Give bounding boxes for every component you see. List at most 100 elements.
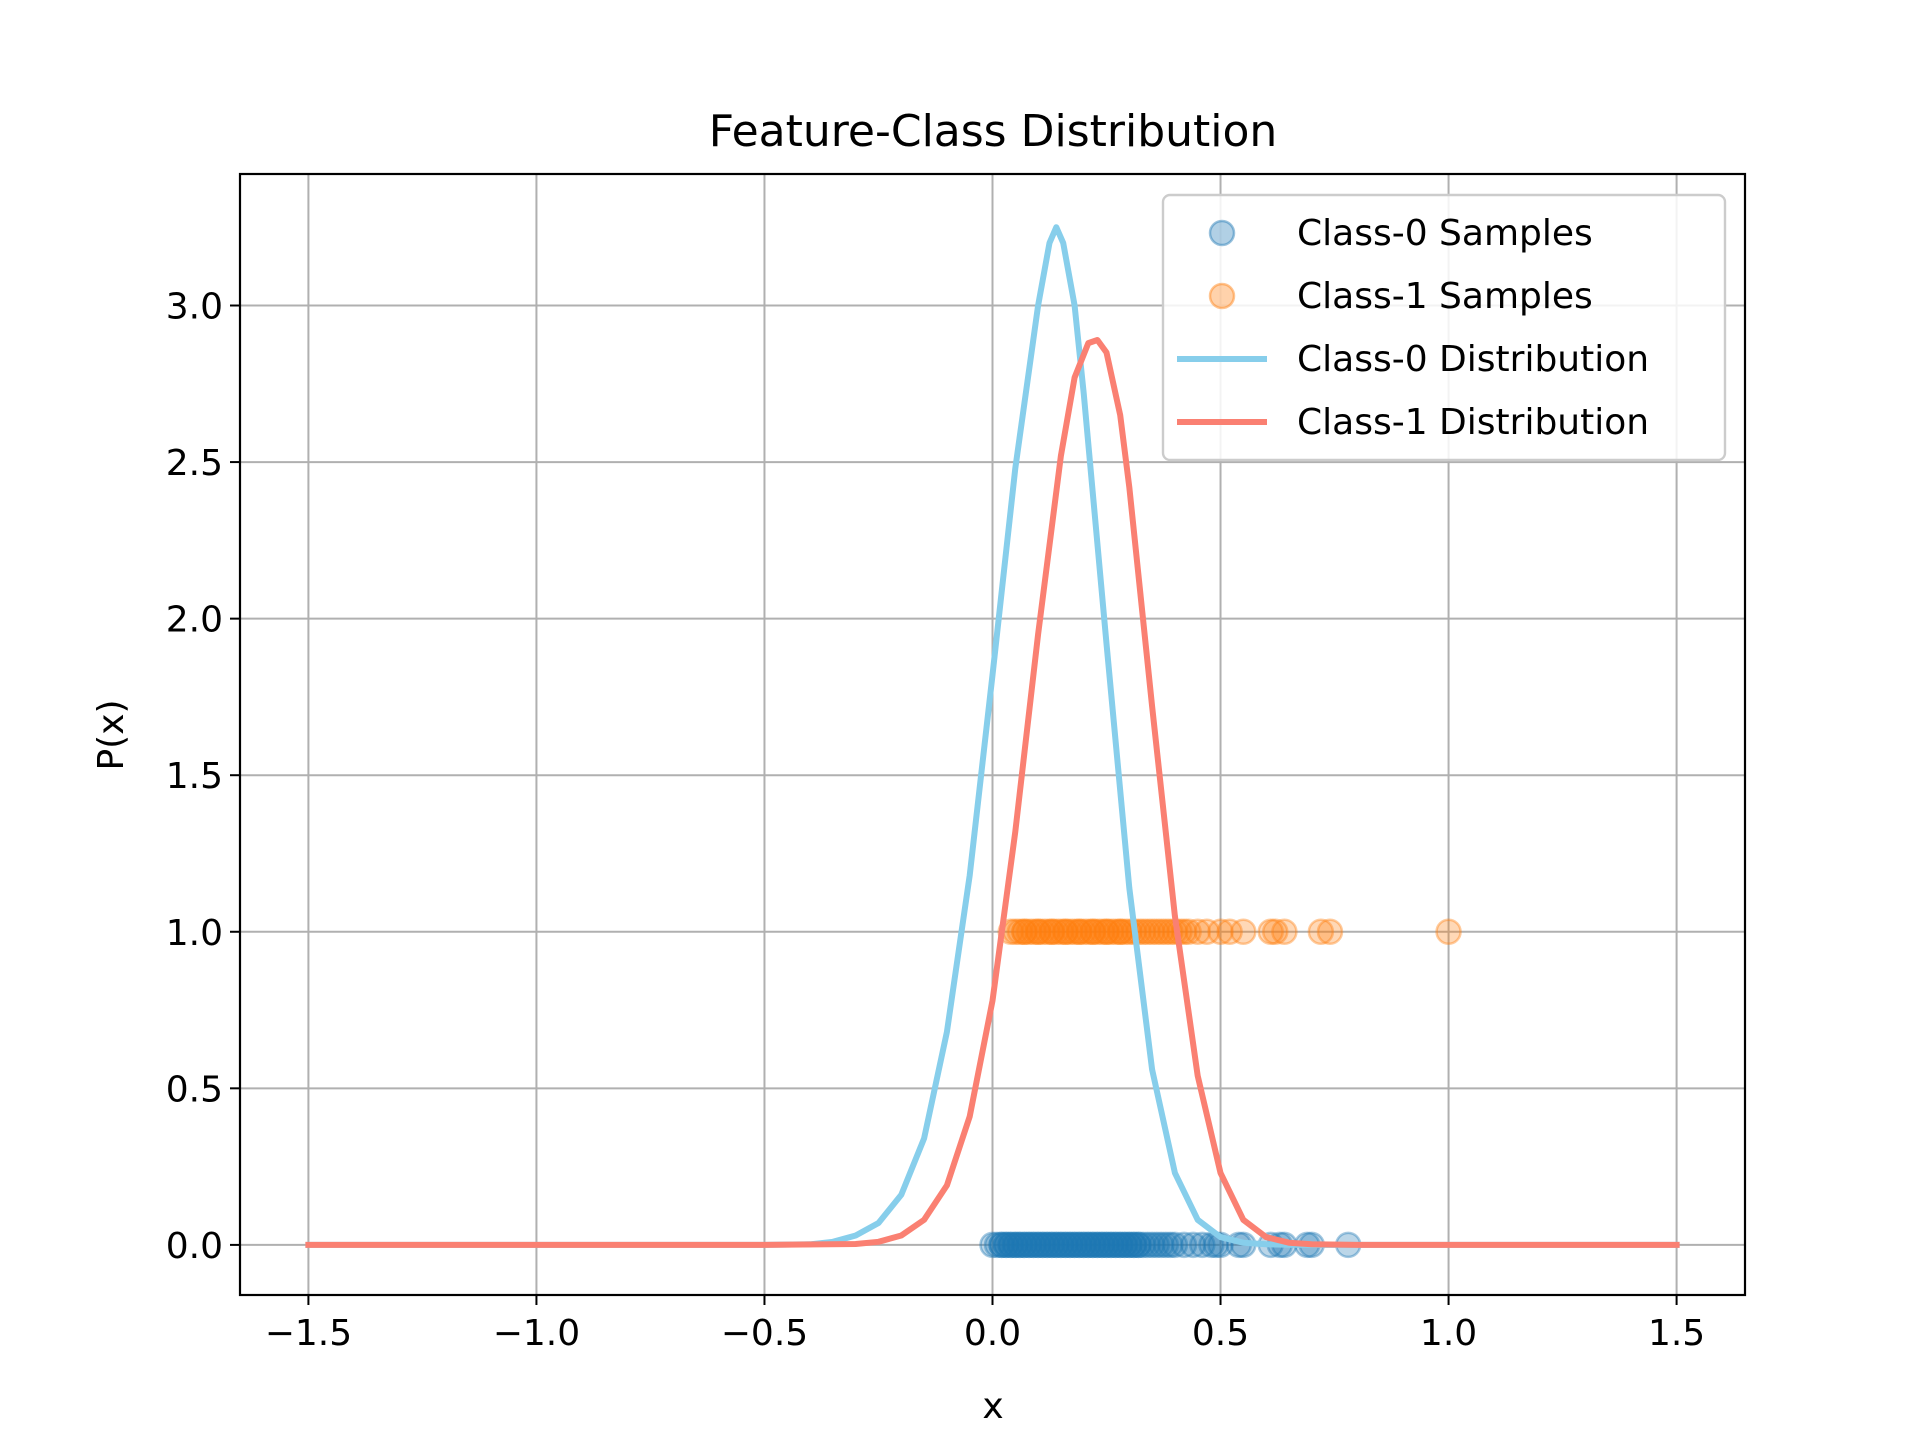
class-0-sample-point bbox=[1033, 1231, 1061, 1259]
class-1-sample-point bbox=[1262, 918, 1289, 946]
class-0-sample-point bbox=[1043, 1231, 1070, 1259]
class-0-sample-point bbox=[1052, 1231, 1079, 1259]
class-0-sample-point bbox=[1070, 1231, 1097, 1259]
class-0-sample-point bbox=[1157, 1231, 1184, 1259]
legend-box bbox=[1161, 193, 1727, 462]
class-1-sample-point bbox=[1006, 918, 1034, 946]
class-0-sample-point bbox=[1065, 1231, 1093, 1259]
class-0-sample-point bbox=[1056, 1231, 1084, 1259]
class-0-sample-point bbox=[1097, 1231, 1125, 1259]
class-1-distribution-line bbox=[305, 337, 1680, 1248]
class-0-sample-point bbox=[1179, 1231, 1207, 1259]
class-1-sample-point bbox=[1024, 918, 1052, 946]
class-0-sample-point bbox=[1189, 1231, 1216, 1259]
y-tick-label: 2.0 bbox=[166, 600, 223, 641]
legend-label-class-0-distribution: Class-0 Distribution bbox=[1297, 339, 1649, 380]
class-1-sample-point bbox=[1061, 918, 1088, 946]
y-tick-label: 0.0 bbox=[166, 1226, 223, 1267]
class-1-sample-point bbox=[1184, 918, 1211, 946]
class-0-sample-point bbox=[1052, 1231, 1079, 1259]
class-1-sample-point bbox=[1307, 918, 1335, 946]
chart-title: Feature-Class Distribution bbox=[709, 106, 1278, 157]
class-0-sample-point bbox=[1161, 1231, 1189, 1259]
x-tick-label: −1.5 bbox=[265, 1313, 352, 1354]
class-0-sample-point bbox=[1116, 1231, 1143, 1259]
class-1-sample-point bbox=[1084, 918, 1111, 946]
class-1-sample-point bbox=[1038, 918, 1066, 946]
class-1-sample-point bbox=[1024, 918, 1052, 946]
class-0-sample-point bbox=[1088, 1231, 1116, 1259]
class-1-sample-point bbox=[1230, 918, 1257, 946]
legend-marker-class-1-samples bbox=[1208, 282, 1236, 310]
class-0-sample-point bbox=[1111, 1231, 1139, 1259]
x-axis-label: x bbox=[982, 1386, 1003, 1427]
class-1-sample-point bbox=[1435, 918, 1462, 946]
class-0-sample-point bbox=[1070, 1231, 1097, 1259]
class-0-sample-point bbox=[1020, 1231, 1047, 1259]
legend-label-class-1-samples: Class-1 Samples bbox=[1297, 276, 1593, 317]
class-0-sample-point bbox=[1024, 1231, 1052, 1259]
class-0-sample-point bbox=[1038, 1231, 1066, 1259]
class-0-sample-point bbox=[1075, 1231, 1102, 1259]
class-0-sample-point bbox=[992, 1231, 1020, 1259]
class-0-sample-point bbox=[988, 1231, 1015, 1259]
class-0-sample-point bbox=[1102, 1231, 1129, 1259]
class-0-sample-point bbox=[1093, 1231, 1120, 1259]
class-0-sample-point bbox=[997, 1231, 1024, 1259]
class-0-sample-point bbox=[1111, 1231, 1139, 1259]
class-1-sample-point bbox=[1020, 918, 1047, 946]
class-0-sample-point bbox=[1015, 1231, 1043, 1259]
class-0-sample-point bbox=[983, 1231, 1011, 1259]
class-1-sample-point bbox=[1193, 918, 1221, 946]
class-0-sample-point bbox=[1106, 1231, 1134, 1259]
class-0-sample-point bbox=[1079, 1231, 1107, 1259]
y-tick-label: 2.5 bbox=[166, 443, 223, 484]
class-1-sample-point bbox=[1271, 918, 1298, 946]
axis-ticks: −1.5 −1.0 −0.5 0.0 0.5 1.0 1.5 0.0 0.5 1.0 1.5 2.0 2… bbox=[166, 287, 1705, 1354]
class-0-sample-point bbox=[1075, 1231, 1102, 1259]
x-tick-label: −0.5 bbox=[721, 1313, 808, 1354]
class-0-sample-point bbox=[1097, 1231, 1125, 1259]
y-tick-label: 3.0 bbox=[166, 287, 223, 328]
class-1-sample-point bbox=[1011, 918, 1038, 946]
class-0-sample-point bbox=[1002, 1231, 1029, 1259]
class-1-sample-point bbox=[1070, 918, 1097, 946]
class-1-sample-point bbox=[1075, 918, 1102, 946]
class-1-sample-point bbox=[1052, 918, 1079, 946]
class-0-sample-point bbox=[1102, 1231, 1129, 1259]
class-0-sample-point bbox=[1047, 1231, 1075, 1259]
x-tick-label: 1.0 bbox=[1420, 1313, 1477, 1354]
class-0-sample-point bbox=[1120, 1231, 1148, 1259]
class-0-sample-point bbox=[1033, 1231, 1061, 1259]
class-0-sample-point bbox=[1088, 1231, 1116, 1259]
legend-label-class-0-samples: Class-0 Samples bbox=[1297, 213, 1593, 254]
class-0-sample-point bbox=[1125, 1231, 1152, 1259]
class-0-sample-point bbox=[1129, 1231, 1157, 1259]
class-0-sample-point bbox=[1134, 1231, 1161, 1259]
class-0-sample-point bbox=[1061, 1231, 1088, 1259]
class-0-sample-point bbox=[1043, 1231, 1070, 1259]
class-1-sample-point bbox=[1015, 918, 1043, 946]
class-1-sample-point bbox=[1216, 918, 1243, 946]
class-0-sample-point bbox=[1029, 1231, 1056, 1259]
class-0-sample-point bbox=[1152, 1231, 1180, 1259]
legend-label-class-1-distribution: Class-1 Distribution bbox=[1297, 402, 1649, 443]
class-1-sample-point bbox=[1047, 918, 1075, 946]
class-1-sample-point bbox=[1207, 918, 1234, 946]
class-1-sample-point bbox=[1093, 918, 1120, 946]
class-0-sample-point bbox=[1065, 1231, 1093, 1259]
class-1-sample-point bbox=[1138, 918, 1166, 946]
class-0-distribution-line bbox=[305, 224, 1680, 1248]
class-1-sample-point bbox=[1065, 918, 1093, 946]
class-1-sample-point bbox=[1029, 918, 1056, 946]
class-1-sample-point bbox=[1043, 918, 1070, 946]
class-0-sample-point bbox=[1006, 1231, 1034, 1259]
class-1-sample-point bbox=[1257, 918, 1284, 946]
class-0-sample-point bbox=[1125, 1231, 1152, 1259]
class-0-sample-point bbox=[1138, 1231, 1166, 1259]
class-1-sample-point bbox=[1052, 918, 1079, 946]
x-tick-label: 0.5 bbox=[1192, 1313, 1249, 1354]
class-0-sample-point bbox=[997, 1231, 1024, 1259]
class-1-sample-point bbox=[1147, 918, 1175, 946]
